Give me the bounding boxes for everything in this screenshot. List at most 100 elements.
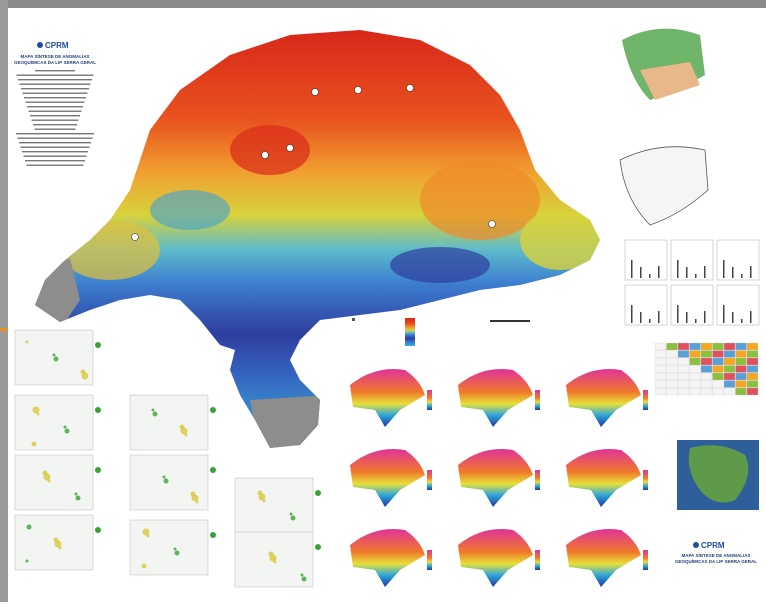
frame-top [0, 0, 766, 8]
anomaly [420, 160, 540, 240]
text-line [35, 70, 75, 72]
table-cell [735, 357, 747, 366]
table-cell [700, 387, 713, 396]
sample-point [174, 550, 180, 556]
inset-map [619, 146, 709, 226]
table-cell [700, 357, 713, 366]
logo: CPRM [45, 41, 69, 50]
mini-legend [643, 390, 648, 410]
table-cell [723, 365, 736, 373]
right-panels [619, 28, 760, 510]
chart-bar [750, 266, 752, 278]
frame-left [0, 0, 8, 602]
sample-point [26, 524, 32, 530]
logo: CPRM [701, 541, 725, 550]
table-cell [723, 387, 736, 396]
sample-point [53, 537, 59, 543]
text-line [16, 133, 94, 135]
table-cell [654, 342, 667, 351]
chart-bar [658, 266, 660, 278]
panel-legend [315, 544, 321, 550]
table-cell [746, 342, 759, 351]
sample-point [257, 490, 263, 496]
sample-point [31, 441, 37, 447]
text-line [26, 164, 84, 166]
sample-point [190, 491, 196, 497]
table-cell [654, 350, 667, 358]
table-cell [677, 350, 690, 358]
anomaly [230, 125, 310, 175]
logo-mark [693, 542, 699, 548]
mini-maps [350, 369, 648, 587]
chart-bar [704, 311, 706, 323]
mini-map [458, 449, 533, 507]
table-cell [689, 387, 701, 396]
table-cell [735, 350, 747, 358]
table-cell [712, 342, 724, 351]
sample-point [80, 369, 86, 375]
text-line [16, 74, 94, 76]
table-cell [654, 380, 667, 388]
table-cell [666, 342, 678, 351]
legend [352, 318, 530, 346]
panel-legend [95, 467, 101, 473]
table-cell [735, 365, 747, 373]
chart-bar [732, 312, 734, 323]
sample-point [162, 475, 166, 479]
table-cell [723, 380, 736, 388]
table-cell [677, 357, 690, 366]
text-line [22, 92, 88, 94]
chart-bar [695, 319, 697, 323]
charts [624, 239, 760, 326]
text-line [33, 124, 77, 126]
markers [131, 84, 496, 241]
marker [488, 220, 496, 228]
mini-legend [535, 390, 540, 410]
table-cell [746, 365, 759, 373]
table-cell [735, 380, 747, 388]
mini-map [458, 529, 533, 587]
table-cell [677, 372, 690, 381]
title: GEOQUÍMICAS DA LIP SERRA GERAL [675, 557, 757, 564]
panel-legend [210, 467, 216, 473]
panel-legend [210, 532, 216, 538]
table-cell [666, 365, 678, 373]
text-line [19, 83, 91, 85]
table-cell [700, 365, 713, 373]
text-line [20, 146, 90, 148]
sample-point [42, 470, 48, 476]
mini-legend [535, 470, 540, 490]
chart-bar [658, 311, 660, 323]
sample-point [64, 428, 70, 434]
table-cell [677, 380, 690, 388]
panel [14, 454, 94, 511]
table-cell [700, 342, 713, 351]
mini-legend [643, 550, 648, 570]
table [654, 342, 759, 396]
table-cell [700, 380, 713, 388]
chart-bar [631, 260, 633, 278]
table-cell [666, 372, 678, 381]
table-cell [712, 350, 724, 358]
mini-legend [427, 470, 432, 490]
element-panels [14, 329, 321, 588]
table-cell [666, 387, 678, 396]
chart-bar [750, 311, 752, 323]
mini-map [458, 369, 533, 427]
marker [354, 86, 362, 94]
table-cell [689, 372, 701, 381]
text-line [30, 115, 80, 117]
continent [688, 445, 749, 503]
marker [286, 144, 294, 152]
chart-bar [704, 266, 706, 278]
chart-bar [649, 274, 651, 278]
logo-mark [37, 42, 43, 48]
table-cell [654, 357, 667, 366]
chart-bar [741, 274, 743, 278]
table-cell [746, 380, 759, 388]
text-line [22, 151, 88, 153]
panel [129, 394, 209, 451]
mini-legend [427, 390, 432, 410]
legend-symbol [352, 318, 355, 321]
sample-point [179, 424, 185, 430]
